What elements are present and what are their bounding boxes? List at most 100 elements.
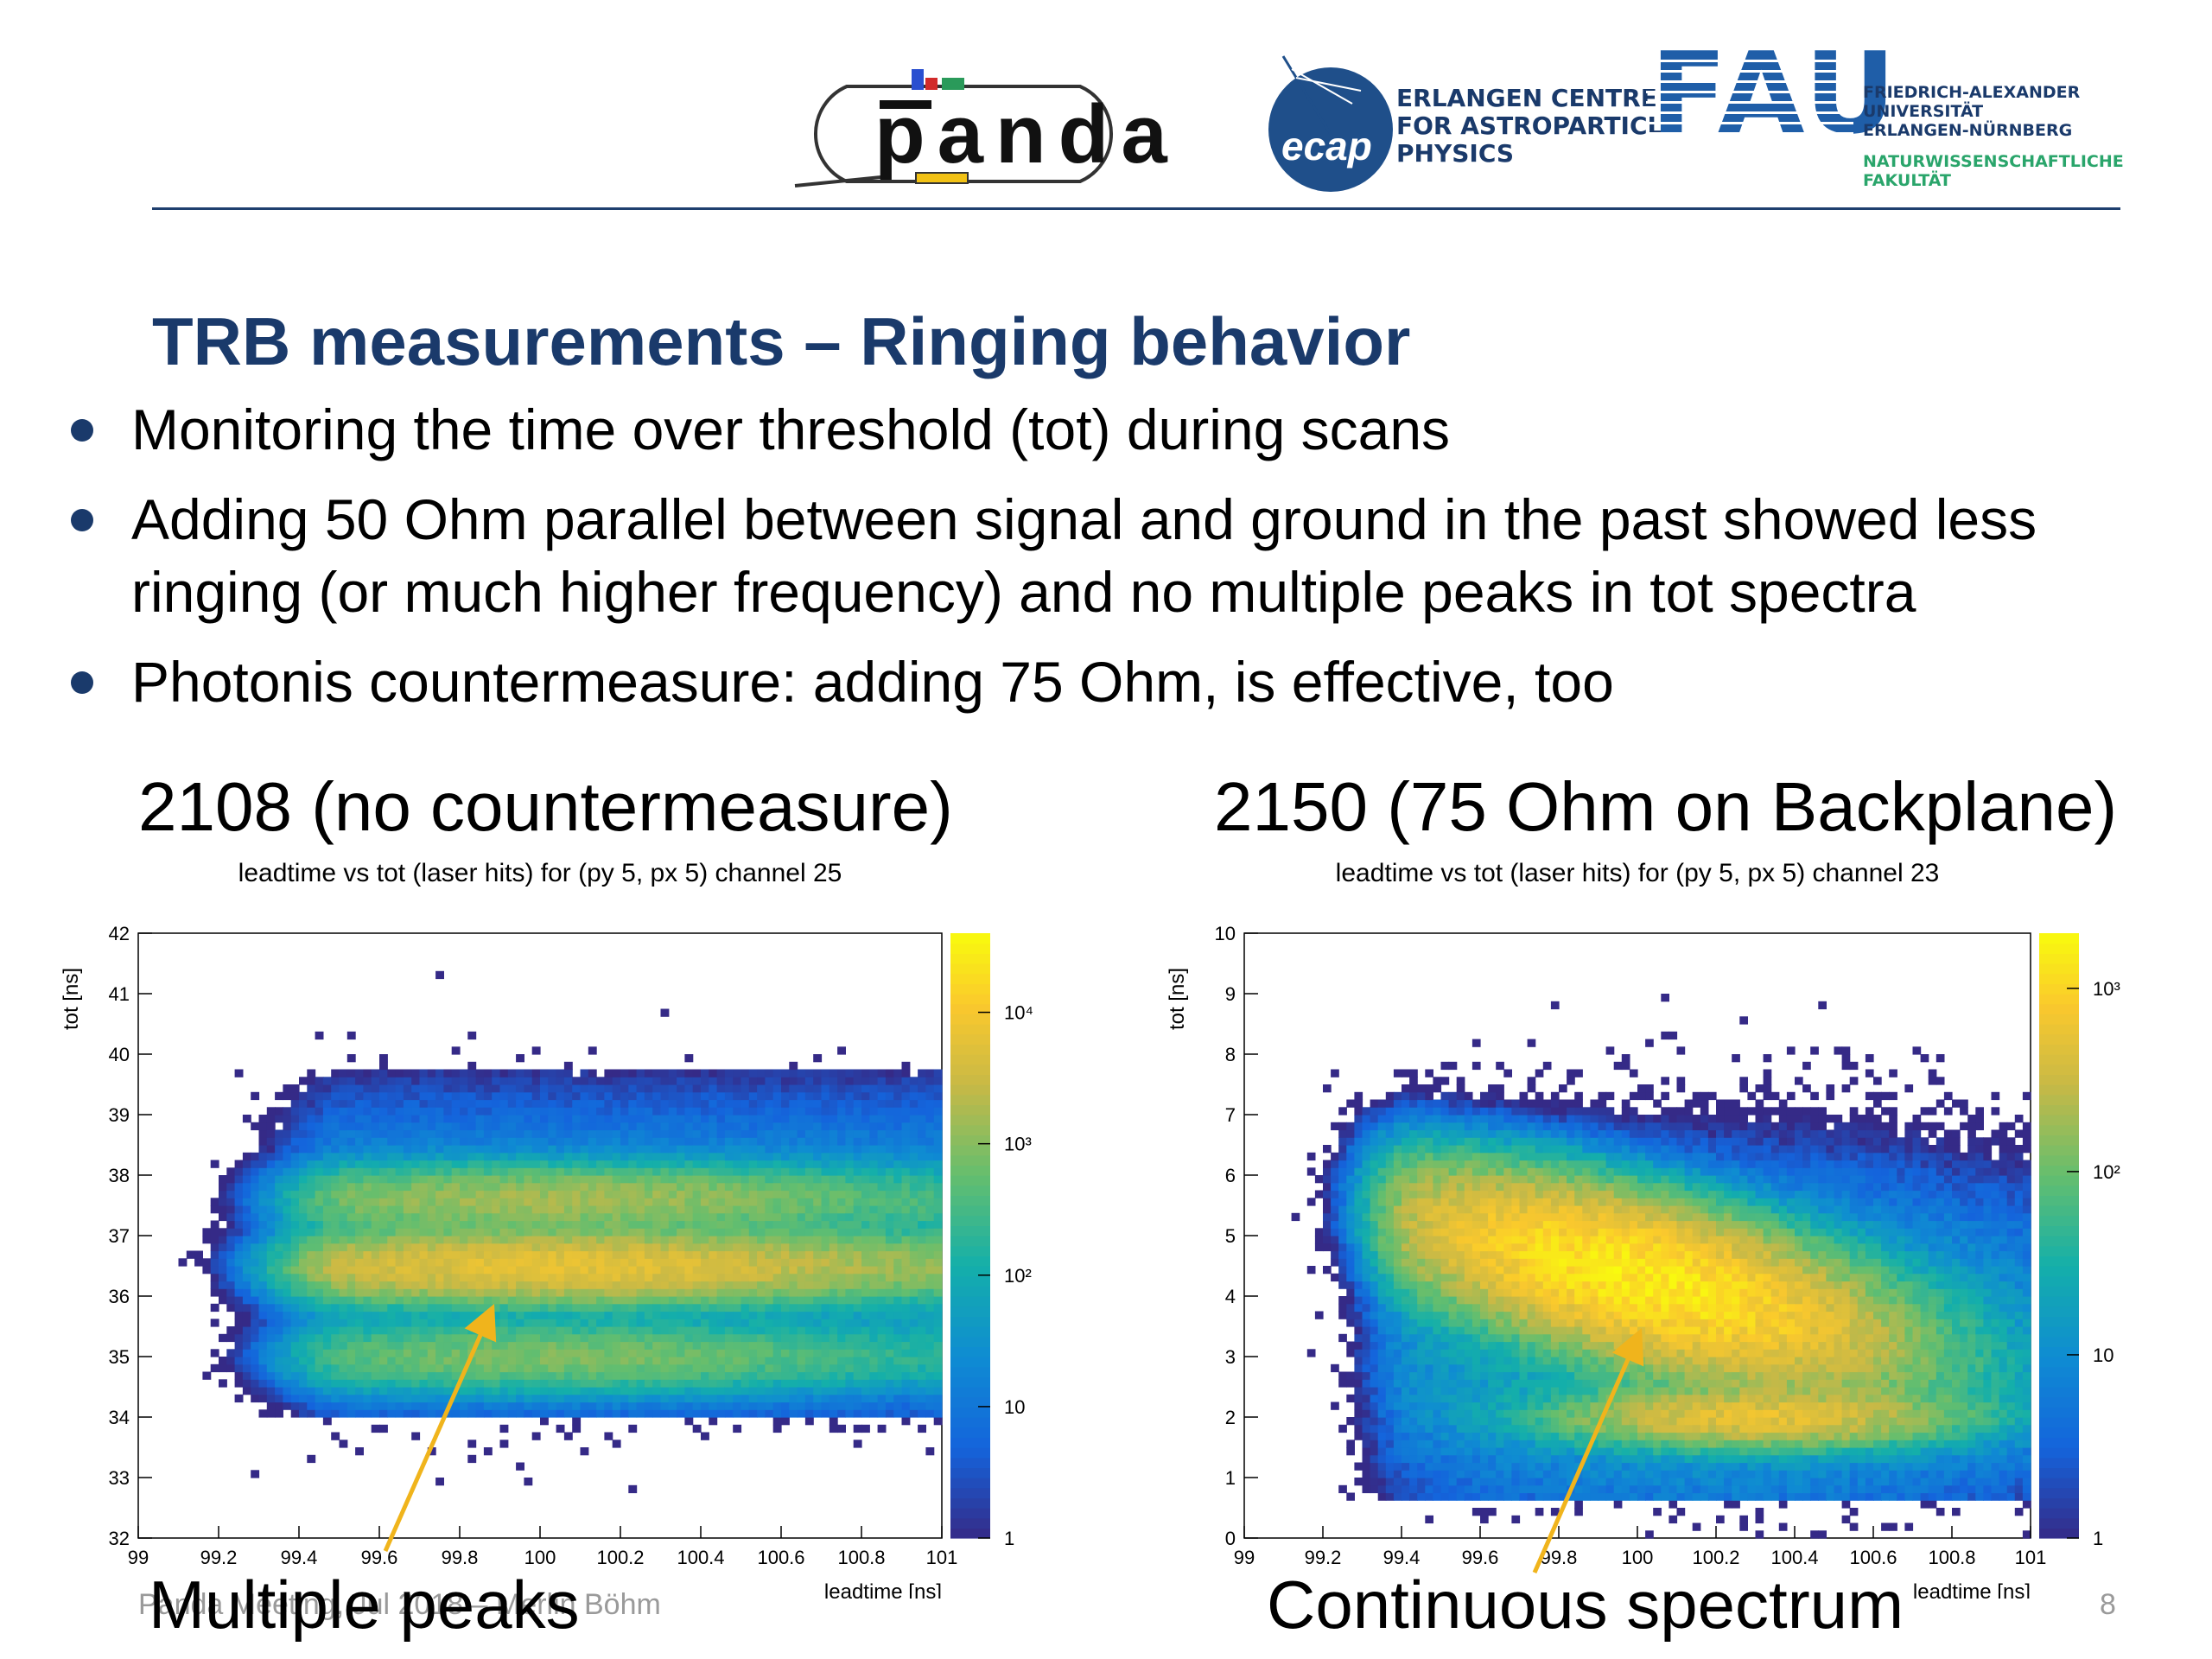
heatmap-cell (644, 1069, 653, 1077)
heatmap-cell (460, 1379, 468, 1388)
heatmap-cell (507, 1228, 517, 1236)
heatmap-cell (548, 1107, 557, 1116)
heatmap-cell (668, 1220, 677, 1229)
heatmap-cell (507, 1409, 517, 1418)
heatmap-cell (765, 1379, 774, 1388)
heatmap-cell (1402, 1462, 1410, 1471)
heatmap-cell (346, 1311, 356, 1319)
heatmap-cell (797, 1167, 806, 1176)
heatmap-cell (909, 1115, 918, 1123)
heatmap-cell (748, 1084, 758, 1093)
x-axis-label: leadtime [ns] (824, 1580, 942, 1599)
heatmap-cell (918, 1296, 926, 1305)
heatmap-cell (572, 1137, 582, 1146)
heatmap-cell (668, 1115, 677, 1123)
heatmap-cell (604, 1288, 613, 1297)
heatmap-cell (234, 1319, 244, 1327)
heatmap-cell (556, 1266, 565, 1274)
heatmap-cell (540, 1084, 549, 1093)
heatmap-cell (933, 1250, 943, 1259)
heatmap-cell (1370, 1462, 1379, 1471)
heatmap-cell (475, 1077, 485, 1085)
heatmap-cell (516, 1220, 524, 1229)
heatmap-cell (475, 1402, 485, 1410)
heatmap-cell (1338, 1484, 1347, 1494)
heatmap-cell (1362, 1371, 1371, 1380)
heatmap-cell (251, 1394, 260, 1403)
heatmap-cell (1402, 1357, 1410, 1365)
heatmap-cell (797, 1091, 806, 1101)
heatmap-cell (355, 1205, 364, 1214)
heatmap-cell (829, 1190, 838, 1198)
heatmap-cell (877, 1182, 887, 1192)
heatmap-cell (1362, 1349, 1371, 1357)
heatmap-cell (716, 1115, 726, 1123)
heatmap-cell (741, 1182, 750, 1192)
heatmap-cell (733, 1349, 742, 1357)
heatmap-cell (588, 1115, 597, 1123)
heatmap-cell (620, 1311, 629, 1319)
heatmap-cell (499, 1281, 509, 1289)
heatmap-cell (596, 1115, 605, 1123)
heatmap-cell (709, 1107, 718, 1116)
heatmap-cell (379, 1266, 388, 1274)
heatmap-cell (668, 1137, 677, 1146)
heatmap-cell (483, 1394, 493, 1403)
heatmap-cell (563, 1107, 573, 1116)
heatmap-cell (1354, 1115, 1363, 1123)
heatmap-cell (660, 1326, 670, 1335)
heatmap-cell (419, 1319, 429, 1327)
heatmap-cell (1433, 1137, 1442, 1146)
heatmap-cell (644, 1152, 653, 1161)
heatmap-cell (580, 1357, 589, 1365)
heatmap-cell (628, 1122, 638, 1131)
heatmap-cell (411, 1402, 421, 1410)
heatmap-cell (893, 1243, 903, 1252)
heatmap-cell (813, 1122, 823, 1131)
heatmap-cell (628, 1137, 638, 1146)
heatmap-cell (556, 1363, 565, 1373)
heatmap-cell (1362, 1326, 1371, 1335)
heatmap-cell (322, 1212, 332, 1222)
heatmap-cell (741, 1296, 750, 1305)
heatmap-cell (339, 1288, 348, 1297)
heatmap-cell (813, 1303, 823, 1313)
heatmap-cell (435, 1190, 444, 1198)
heatmap-cell (748, 1341, 758, 1350)
heatmap-cell (596, 1160, 605, 1168)
heatmap-cell (1393, 1341, 1402, 1350)
heatmap-cell (885, 1409, 894, 1418)
heatmap-cell (1440, 1394, 1450, 1403)
heatmap-cell (475, 1220, 485, 1229)
heatmap-cell (1338, 1122, 1347, 1131)
heatmap-cell (781, 1371, 790, 1380)
heatmap-cell (346, 1077, 356, 1085)
colorbar-segment (950, 1205, 990, 1217)
heatmap-cell (1417, 1432, 1426, 1440)
heatmap-cell (346, 1363, 356, 1373)
heatmap-cell (789, 1160, 798, 1168)
heatmap-cell (829, 1357, 838, 1365)
heatmap-cell (612, 1107, 621, 1116)
heatmap-cell (877, 1319, 887, 1327)
heatmap-cell (467, 1387, 477, 1395)
heatmap-cell (322, 1363, 332, 1373)
heatmap-cell (1362, 1122, 1371, 1131)
heatmap-cell (1409, 1492, 1418, 1501)
heatmap-cell (772, 1303, 782, 1313)
heatmap-cell (918, 1212, 926, 1222)
heatmap-cell (467, 1198, 477, 1206)
heatmap-cell (1323, 1167, 1332, 1176)
heatmap-cell (869, 1212, 879, 1222)
heatmap-cell (1331, 1069, 1339, 1077)
heatmap-cell (1433, 1266, 1442, 1274)
heatmap-cell (660, 1311, 670, 1319)
heatmap-cell (411, 1250, 421, 1259)
heatmap-cell (299, 1115, 308, 1123)
heatmap-cell (660, 1402, 670, 1410)
heatmap-cell (885, 1379, 894, 1388)
heatmap-cell (516, 1281, 524, 1289)
heatmap-cell (1377, 1387, 1387, 1395)
heatmap-cell (684, 1371, 694, 1380)
heatmap-cell (596, 1122, 605, 1131)
